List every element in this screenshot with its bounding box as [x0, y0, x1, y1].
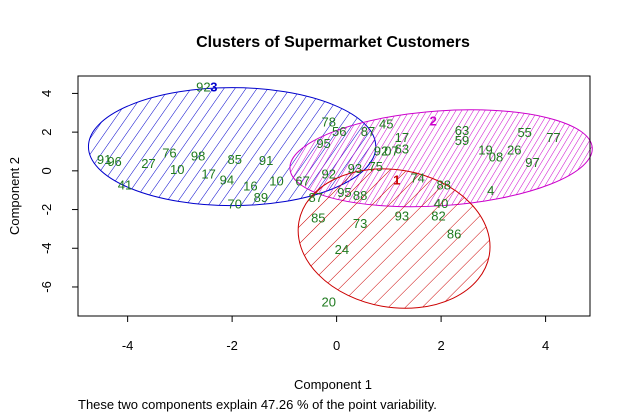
point-label: 59	[455, 133, 469, 148]
point-label: 89	[254, 190, 268, 205]
point-label: 56	[332, 124, 346, 139]
point-label: 95	[316, 136, 330, 151]
point-label: 73	[353, 216, 367, 231]
point-label: 16	[243, 178, 257, 193]
point-label: 88	[353, 188, 367, 203]
x-tick-label: 2	[437, 338, 444, 353]
cluster-1-center-label: 1	[393, 173, 400, 188]
y-tick-label: -6	[39, 281, 54, 293]
x-tick-label: -4	[122, 338, 134, 353]
point-label: 88	[436, 177, 450, 192]
point-label: 91	[259, 153, 273, 168]
x-tick-label: 0	[333, 338, 340, 353]
y-tick-label: 0	[39, 167, 54, 174]
x-axis-label: Component 1	[294, 377, 372, 392]
cluster-3-center-label: 3	[210, 80, 217, 95]
point-label: 70	[228, 197, 242, 212]
point-label: 63	[455, 123, 469, 138]
point-label: 4	[487, 183, 494, 198]
point-label: 55	[517, 125, 531, 140]
x-axis: -4 -2 0 2 4	[122, 315, 549, 353]
point-label: 87	[308, 190, 322, 205]
point-label: 93	[348, 161, 362, 176]
point-label: 86	[447, 227, 461, 242]
point-label: 95	[337, 185, 351, 200]
point-label: 40	[434, 196, 448, 211]
point-label: 97	[525, 155, 539, 170]
y-tick-label: 4	[39, 90, 54, 97]
point-label: 76	[162, 145, 176, 160]
point-label: 82	[431, 208, 445, 223]
x-tick-label: 4	[542, 338, 549, 353]
point-label: 08	[489, 149, 503, 164]
point-label: 63	[395, 142, 409, 157]
point-label: 77	[546, 130, 560, 145]
point-label: 10	[170, 162, 184, 177]
point-label: 78	[322, 114, 336, 129]
cluster-center-labels: 3 2 1	[210, 80, 437, 188]
point-label: 85	[311, 210, 325, 225]
point-label: 24	[335, 242, 349, 257]
point-label: 94	[220, 173, 234, 188]
point-label: 17	[201, 167, 215, 182]
point-label: 87	[361, 124, 375, 139]
point-label: 41	[118, 177, 132, 192]
x-tick-label: -2	[226, 338, 238, 353]
y-tick-label: 2	[39, 129, 54, 136]
point-label: 85	[228, 152, 242, 167]
point-label: 45	[379, 116, 393, 131]
point-label: 75	[369, 159, 383, 174]
y-axis-label: Component 2	[7, 157, 22, 235]
point-label: 92	[196, 80, 210, 95]
point-label: 10	[269, 174, 283, 189]
cluster-2-center-label: 2	[430, 114, 437, 129]
point-label: 17	[395, 130, 409, 145]
point-label: 93	[395, 208, 409, 223]
point-label: 20	[322, 294, 336, 309]
point-label: 26	[507, 143, 521, 158]
y-tick-label: -4	[39, 242, 54, 254]
point-label: 67	[295, 174, 309, 189]
chart-title: Clusters of Supermarket Customers	[196, 34, 470, 51]
y-tick-label: -2	[39, 204, 54, 216]
point-label: 96	[107, 154, 121, 169]
chart-subtitle: These two components explain 47.26 % of …	[78, 397, 437, 412]
point-label: 74	[410, 171, 424, 186]
point-label: 27	[141, 156, 155, 171]
point-label: 19	[478, 143, 492, 158]
point-label: 98	[191, 148, 205, 163]
point-label: 91	[97, 152, 111, 167]
cluster-1-ellipse	[297, 168, 491, 309]
point-label: 92	[322, 167, 336, 182]
cluster-ellipses	[87, 87, 593, 309]
y-axis: -6 -4 -2 0 2 4	[39, 90, 79, 293]
point-label: 07	[384, 144, 398, 159]
point-label: 92	[374, 144, 388, 159]
